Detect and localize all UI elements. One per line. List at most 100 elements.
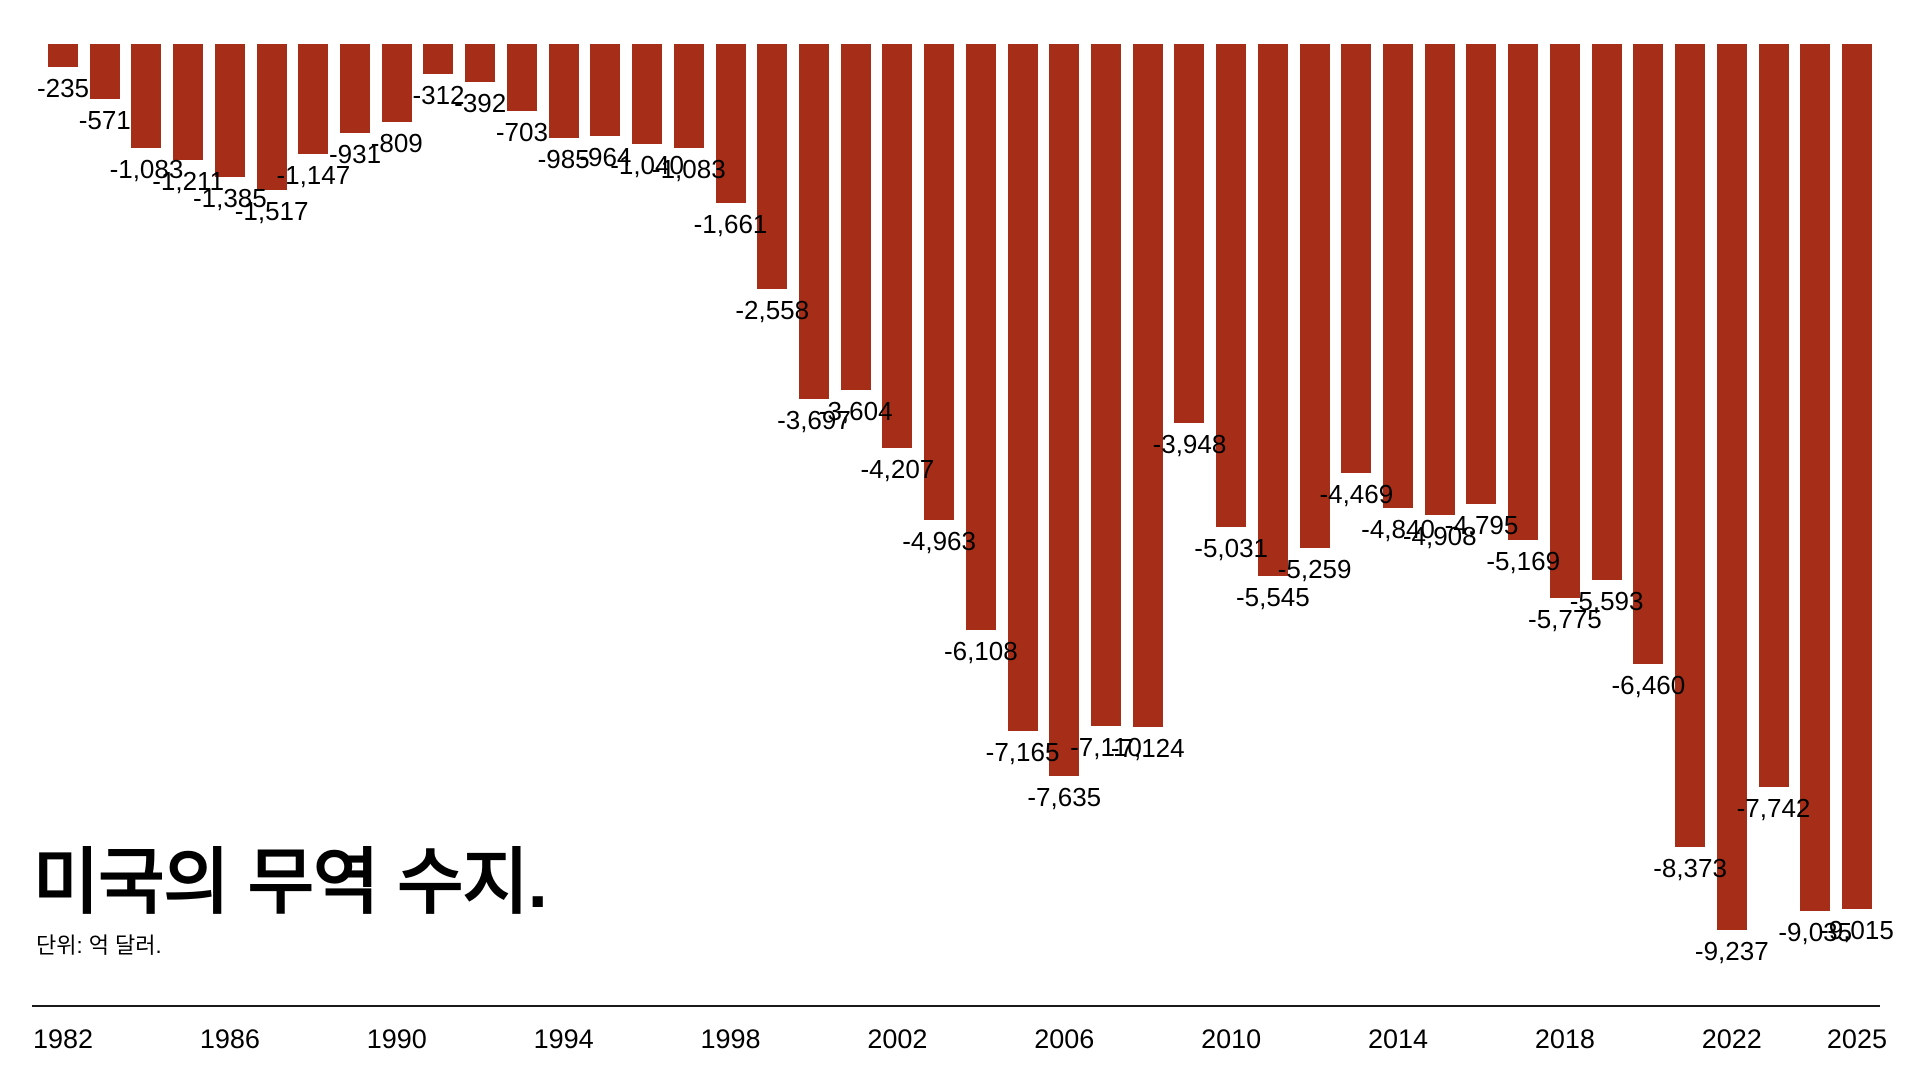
- bar-2001: [840, 44, 871, 390]
- bar-value-label-1982: -235: [36, 73, 90, 103]
- bar-value-label-1992: -392: [454, 88, 507, 118]
- bar-value-label-1990: -809: [370, 128, 423, 158]
- bar-2003: [924, 44, 955, 520]
- bar-value-label-1995: -964: [579, 142, 632, 172]
- bar-value-label-2025: -9,015: [1820, 915, 1894, 945]
- bar-value-label-2024: -9,035: [1778, 917, 1853, 947]
- bar-value-label-2010: -5,031: [1194, 533, 1269, 563]
- x-tick-1982: 1982: [32, 1024, 94, 1054]
- bar-value-label-2016: -4,795: [1444, 510, 1519, 540]
- bar-1995: [590, 44, 621, 136]
- bar-2020: [1633, 44, 1664, 664]
- bar-2010: [1216, 44, 1247, 527]
- bar-2014: [1383, 44, 1414, 508]
- chart-unit-note: 단위: 억 달러.: [36, 933, 162, 958]
- bar-value-label-2015: -4,908: [1402, 521, 1477, 551]
- bar-2008: [1132, 44, 1163, 727]
- bar-1991: [423, 44, 454, 74]
- bar-2013: [1341, 44, 1372, 473]
- bar-value-label-2021: -8,373: [1653, 853, 1727, 883]
- x-tick-1998: 1998: [700, 1024, 761, 1054]
- bar-1994: [548, 44, 579, 138]
- bar-value-label-2019: -5,593: [1569, 586, 1644, 616]
- bar-2016: [1466, 44, 1497, 504]
- bar-1987: [256, 44, 287, 190]
- bar-1988: [298, 44, 329, 154]
- x-axis-line: [32, 1005, 1880, 1007]
- bar-1983: [89, 44, 120, 99]
- bar-value-label-1988: -1,147: [276, 160, 351, 190]
- bar-2017: [1508, 44, 1539, 540]
- bar-1982: [48, 44, 78, 67]
- bar-value-label-2020: -6,460: [1611, 670, 1686, 700]
- bar-value-label-1984: -1,083: [109, 154, 184, 184]
- bar-value-label-1994: -985: [537, 144, 590, 174]
- x-tick-1994: 1994: [533, 1024, 594, 1054]
- bar-value-label-1999: -2,558: [735, 295, 810, 325]
- x-tick-1990: 1990: [366, 1024, 427, 1054]
- bar-1989: [340, 44, 371, 133]
- bar-value-label-2000: -3,697: [777, 405, 851, 435]
- bar-value-label-2013: -4,469: [1319, 479, 1394, 509]
- bar-value-label-2011: -5,545: [1236, 582, 1310, 612]
- bar-1993: [506, 44, 537, 111]
- bar-value-label-2002: -4,207: [860, 454, 935, 484]
- x-tick-2014: 2014: [1367, 1024, 1429, 1054]
- bar-2021: [1675, 44, 1706, 847]
- bar-value-label-2017: -5,169: [1486, 546, 1561, 576]
- bar-value-label-1985: -1,211: [152, 166, 225, 196]
- bar-2012: [1299, 44, 1330, 548]
- bar-value-label-1991: -312: [412, 80, 465, 110]
- bar-1986: [214, 44, 245, 177]
- bar-value-label-2009: -3,948: [1152, 429, 1227, 459]
- bar-value-label-2023: -7,742: [1736, 793, 1811, 823]
- bar-2011: [1257, 44, 1288, 576]
- bar-2015: [1424, 44, 1455, 515]
- bar-2006: [1049, 44, 1080, 776]
- bar-value-label-2018: -5,775: [1528, 604, 1602, 634]
- bar-1992: [465, 44, 496, 82]
- x-tick-1986: 1986: [199, 1024, 260, 1054]
- x-tick-2002: 2002: [867, 1024, 928, 1054]
- bar-2002: [882, 44, 913, 448]
- bar-2009: [1174, 44, 1205, 423]
- x-tick-2018: 2018: [1534, 1024, 1595, 1054]
- x-tick-2006: 2006: [1034, 1024, 1095, 1054]
- bar-value-label-1986: -1,385: [193, 183, 267, 213]
- bar-value-label-2005: -7,165: [985, 737, 1060, 767]
- bar-2007: [1091, 44, 1121, 726]
- x-tick-2010: 2010: [1201, 1024, 1262, 1054]
- bar-value-label-1996: -1,040: [610, 150, 684, 180]
- bar-value-label-2003: -4,963: [902, 526, 976, 556]
- bar-value-label-2008: -7,124: [1110, 733, 1185, 763]
- bar-value-label-1989: -931: [329, 139, 382, 169]
- bar-value-label-2022: -9,237: [1694, 936, 1769, 966]
- bar-value-label-1993: -703: [495, 117, 548, 147]
- bar-1996: [632, 44, 663, 144]
- bar-value-label-2006: -7,635: [1027, 782, 1102, 812]
- chart-title: 미국의 무역 수지.: [33, 843, 548, 923]
- bar-value-label-2001: -3,604: [818, 396, 893, 426]
- bar-2005: [1007, 44, 1038, 731]
- x-tick-2025: 2025: [1826, 1024, 1887, 1054]
- bar-2004: [965, 44, 996, 630]
- bar-1990: [381, 44, 412, 122]
- bar-2024: [1800, 44, 1831, 911]
- bar-2023: [1758, 44, 1789, 787]
- bar-2018: [1549, 44, 1580, 598]
- bar-value-label-2004: -6,108: [943, 636, 1018, 666]
- bar-1998: [715, 44, 746, 203]
- bar-2019: [1591, 44, 1622, 580]
- bar-1985: [173, 44, 204, 160]
- bar-value-label-2012: -5,259: [1277, 554, 1352, 584]
- bar-1984: [131, 44, 162, 148]
- bar-2025: [1841, 44, 1872, 909]
- bar-value-label-2014: -4,840: [1361, 514, 1435, 544]
- bar-2000: [798, 44, 829, 399]
- bar-2022: [1716, 44, 1747, 930]
- x-tick-2022: 2022: [1701, 1024, 1762, 1054]
- bar-value-label-1998: -1,661: [693, 209, 768, 239]
- bar-value-label-1983: -571: [78, 105, 131, 135]
- bar-value-label-2007: -7,110: [1070, 732, 1142, 762]
